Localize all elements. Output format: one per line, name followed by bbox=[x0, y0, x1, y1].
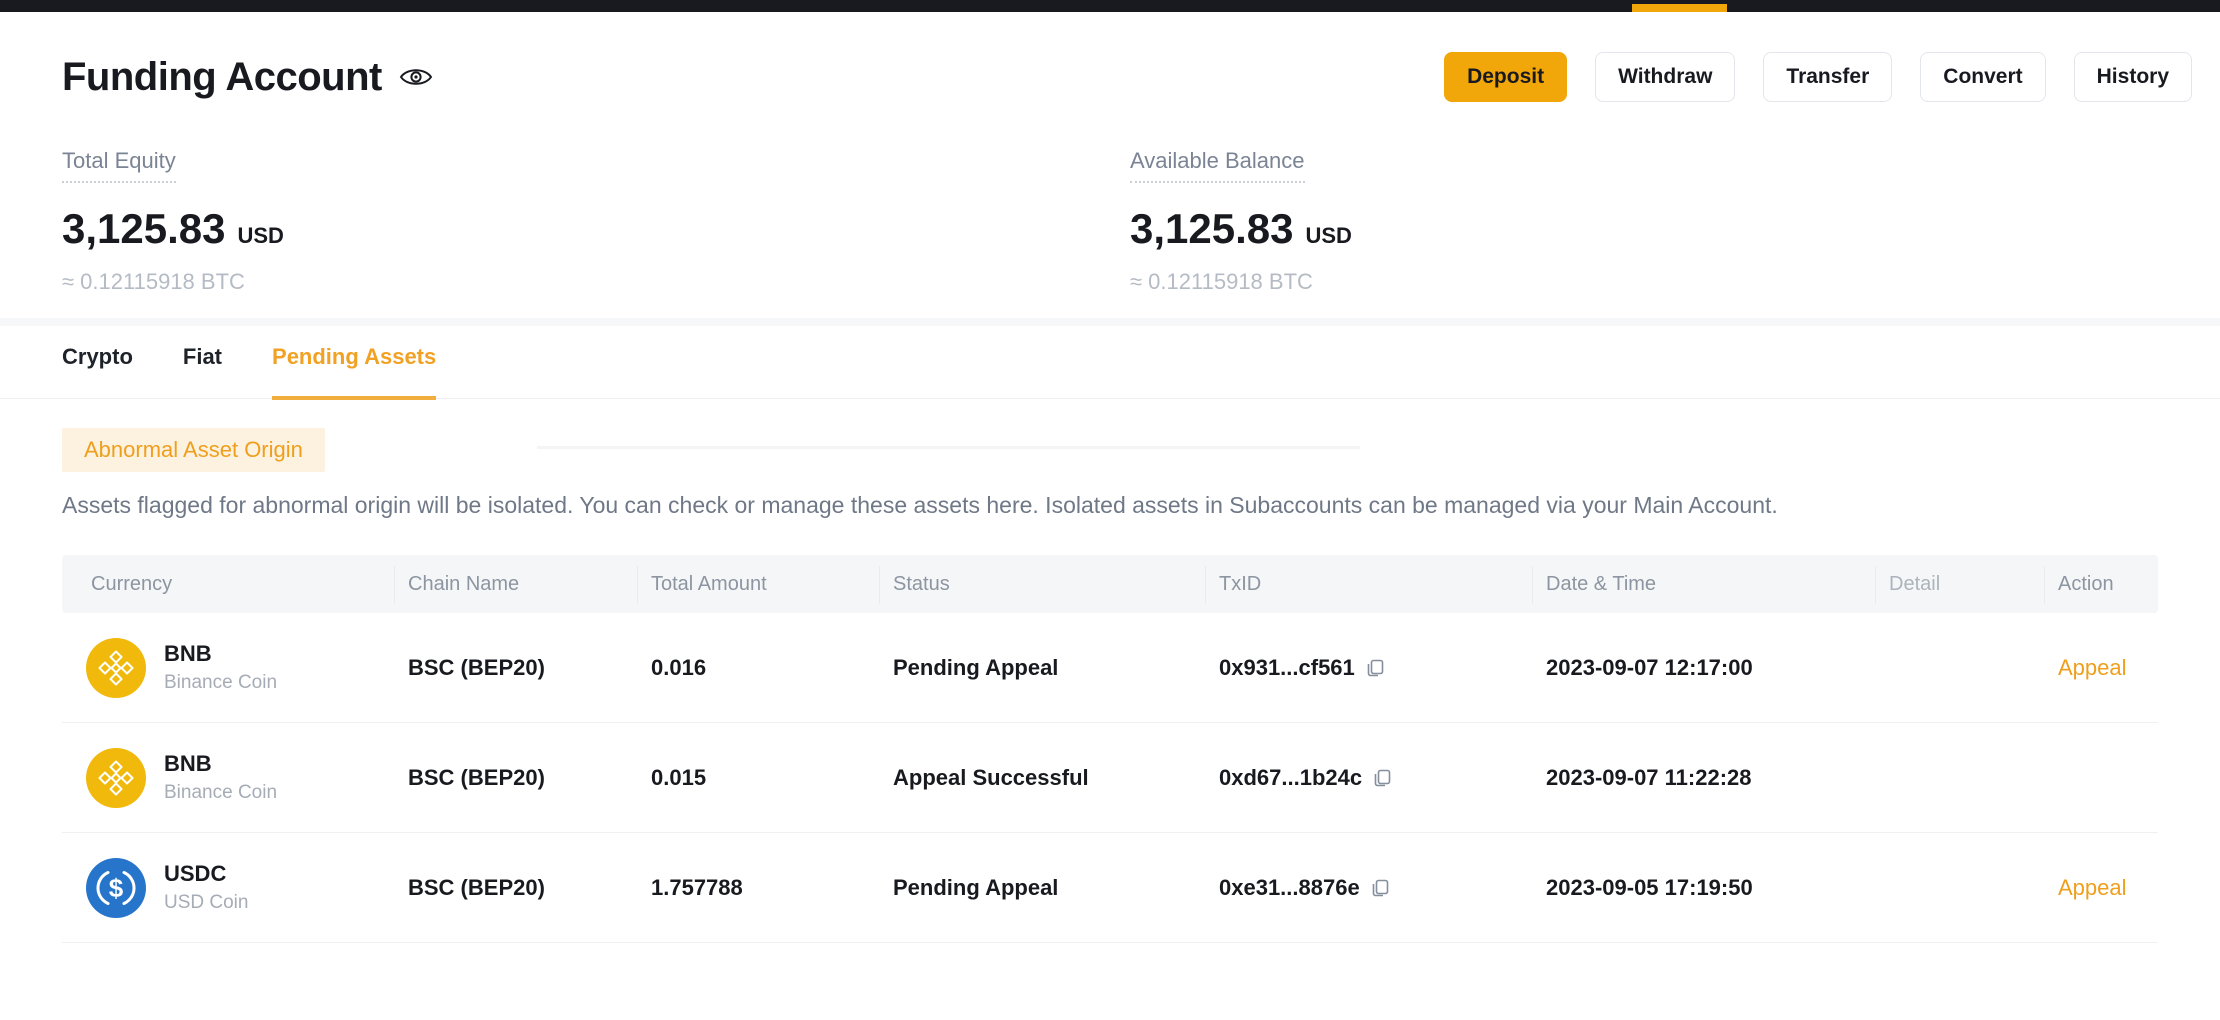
total-equity-btc-approx: ≈ 0.12115918 BTC bbox=[62, 269, 245, 294]
appeal-link[interactable]: Appeal bbox=[2058, 874, 2127, 900]
svg-text:$: $ bbox=[109, 873, 124, 903]
available-balance-btc-approx: ≈ 0.12115918 BTC bbox=[1130, 269, 1313, 294]
total-equity-label: Total Equity bbox=[62, 148, 176, 183]
coin-symbol: BNB bbox=[164, 641, 212, 666]
table-header-row: Currency Chain Name Total Amount Status … bbox=[62, 555, 2158, 613]
col-header-date-time: Date & Time bbox=[1532, 565, 1875, 604]
abnormal-asset-origin-badge: Abnormal Asset Origin bbox=[62, 428, 325, 472]
col-header-currency: Currency bbox=[91, 572, 173, 595]
available-balance-label: Available Balance bbox=[1130, 148, 1305, 183]
pending-assets-description: Assets flagged for abnormal origin will … bbox=[62, 492, 1778, 518]
bnb-coin-icon bbox=[86, 637, 146, 698]
col-header-detail: Detail bbox=[1875, 565, 2044, 604]
appeal-link[interactable]: Appeal bbox=[2058, 654, 2127, 680]
coin-symbol: USDC bbox=[164, 861, 227, 886]
top-nav-bar bbox=[0, 0, 2220, 12]
history-button[interactable]: History bbox=[2073, 52, 2192, 102]
withdraw-button[interactable]: Withdraw bbox=[1595, 52, 1736, 102]
action-cell: Appeal bbox=[2044, 655, 2158, 681]
page-title: Funding Account bbox=[62, 54, 382, 99]
copy-icon[interactable] bbox=[1372, 768, 1392, 788]
usdc-coin-icon: $ bbox=[86, 857, 146, 918]
date-time-cell: 2023-09-05 17:19:50 bbox=[1546, 874, 1753, 900]
nav-active-indicator bbox=[1632, 4, 1727, 12]
available-balance-amount: 3,125.83 bbox=[1130, 205, 1294, 252]
table-row: BNB Binance Coin BSC (BEP20) 0.015 Appea… bbox=[62, 723, 2158, 833]
col-header-chain-name: Chain Name bbox=[394, 565, 637, 604]
chain-name-cell: BSC (BEP20) bbox=[408, 654, 545, 680]
copy-icon[interactable] bbox=[1370, 878, 1390, 898]
bnb-coin-icon bbox=[86, 747, 146, 808]
date-time-cell: 2023-09-07 11:22:28 bbox=[1546, 764, 1752, 790]
total-amount-cell: 0.016 bbox=[651, 654, 707, 680]
wallet-tabs: Crypto Fiat Pending Assets bbox=[62, 344, 437, 400]
section-divider bbox=[0, 318, 2220, 326]
txid-value: 0x931...cf561 bbox=[1219, 654, 1355, 680]
copy-icon[interactable] bbox=[1365, 658, 1385, 678]
placeholder-line bbox=[537, 446, 1360, 449]
total-equity-block: Total Equity 3,125.83 USD ≈ 0.12115918 B… bbox=[62, 148, 284, 295]
col-header-action: Action bbox=[2044, 565, 2158, 604]
status-cell: Pending Appeal bbox=[893, 654, 1059, 680]
convert-button[interactable]: Convert bbox=[1920, 52, 2046, 102]
txid-cell: 0xd67...1b24c bbox=[1205, 765, 1532, 791]
tabs-bottom-border bbox=[0, 398, 2220, 399]
txid-value: 0xd67...1b24c bbox=[1219, 764, 1363, 790]
coin-full-name: USD Coin bbox=[164, 892, 249, 913]
col-header-txid: TxID bbox=[1205, 565, 1532, 604]
table-row: $ USDC USD Coin BSC (BEP20) 1.757788 Pen… bbox=[62, 833, 2158, 943]
tab-fiat[interactable]: Fiat bbox=[182, 344, 223, 369]
txid-value: 0xe31...8876e bbox=[1219, 874, 1360, 900]
date-time-cell: 2023-09-07 12:17:00 bbox=[1546, 654, 1753, 680]
txid-cell: 0x931...cf561 bbox=[1205, 655, 1532, 681]
currency-cell: BNB Binance Coin bbox=[62, 747, 394, 808]
page-header: Funding Account Deposit Withdraw Transfe… bbox=[62, 52, 2192, 102]
total-equity-currency: USD bbox=[237, 223, 284, 248]
available-balance-currency: USD bbox=[1305, 223, 1352, 248]
col-header-total-amount: Total Amount bbox=[637, 565, 879, 604]
hide-balance-eye-icon[interactable] bbox=[398, 64, 434, 90]
header-actions: Deposit Withdraw Transfer Convert Histor… bbox=[1444, 52, 2192, 102]
tab-pending-assets[interactable]: Pending Assets bbox=[272, 344, 437, 400]
total-equity-amount: 3,125.83 bbox=[62, 205, 226, 252]
action-cell: Appeal bbox=[2044, 875, 2158, 901]
title-wrap: Funding Account bbox=[62, 55, 434, 100]
coin-full-name: Binance Coin bbox=[164, 782, 278, 803]
col-header-status: Status bbox=[879, 565, 1205, 604]
transfer-button[interactable]: Transfer bbox=[1763, 52, 1893, 102]
deposit-button[interactable]: Deposit bbox=[1444, 52, 1568, 102]
pending-assets-table: Currency Chain Name Total Amount Status … bbox=[62, 555, 2158, 943]
chain-name-cell: BSC (BEP20) bbox=[408, 764, 545, 790]
currency-cell: BNB Binance Coin bbox=[62, 637, 394, 698]
total-amount-cell: 1.757788 bbox=[651, 874, 743, 900]
currency-cell: $ USDC USD Coin bbox=[62, 857, 394, 918]
coin-full-name: Binance Coin bbox=[164, 672, 278, 693]
total-amount-cell: 0.015 bbox=[651, 764, 707, 790]
available-balance-block: Available Balance 3,125.83 USD ≈ 0.12115… bbox=[1130, 148, 1352, 295]
chain-name-cell: BSC (BEP20) bbox=[408, 874, 545, 900]
tab-crypto[interactable]: Crypto bbox=[62, 344, 133, 369]
status-cell: Appeal Successful bbox=[893, 764, 1089, 790]
table-row: BNB Binance Coin BSC (BEP20) 0.016 Pendi… bbox=[62, 613, 2158, 723]
txid-cell: 0xe31...8876e bbox=[1205, 875, 1532, 901]
status-cell: Pending Appeal bbox=[893, 874, 1059, 900]
coin-symbol: BNB bbox=[164, 751, 212, 776]
